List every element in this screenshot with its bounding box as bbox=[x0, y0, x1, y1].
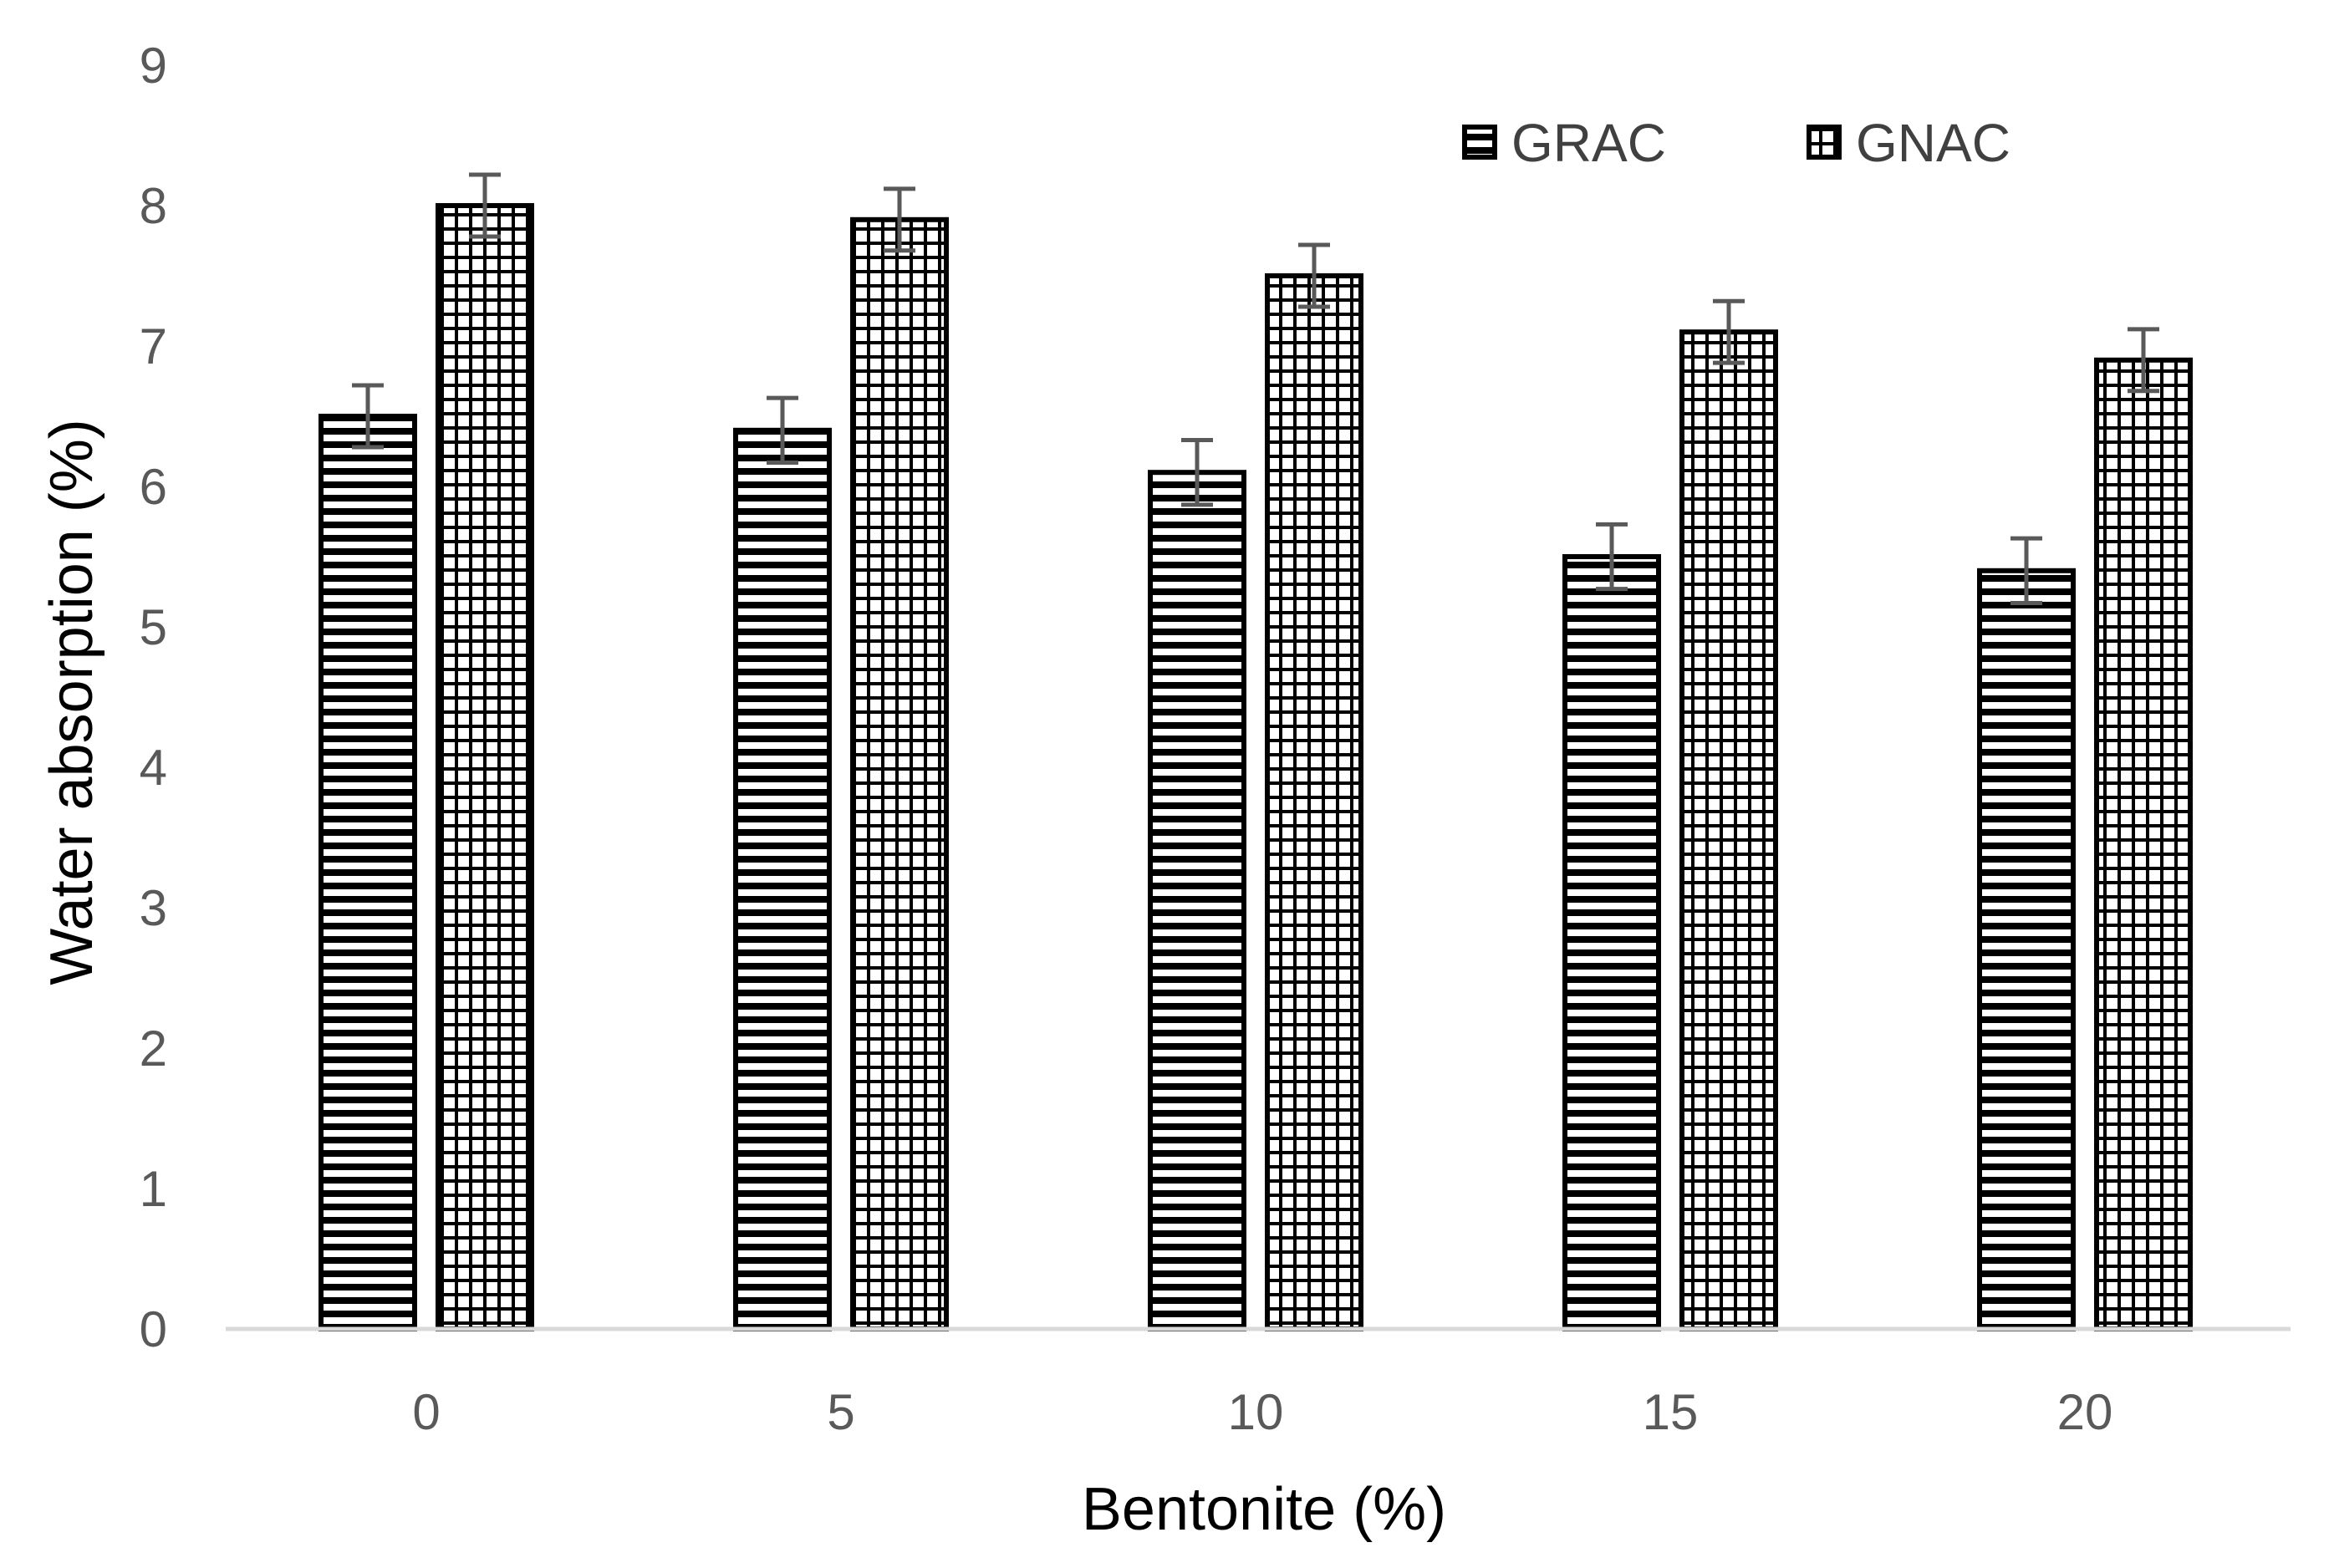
legend-label-gnac: GNAC bbox=[1856, 113, 2010, 173]
bar-gnac-10 bbox=[1265, 273, 1363, 1331]
x-tick-label: 10 bbox=[1228, 1384, 1284, 1440]
y-tick-label: 4 bbox=[140, 740, 167, 796]
bar-gnac-20 bbox=[2094, 357, 2193, 1331]
x-axis-ticks: 0 5 10 15 20 bbox=[412, 1384, 2112, 1440]
error-bar-gnac-15 bbox=[1713, 298, 1745, 365]
y-tick-label: 5 bbox=[140, 599, 167, 655]
bar-gnac-5 bbox=[850, 216, 949, 1331]
bar-grac-0 bbox=[319, 414, 417, 1331]
legend-swatch-gnac bbox=[1807, 125, 1842, 160]
error-bar-grac-20 bbox=[2010, 536, 2042, 605]
y-tick-label: 7 bbox=[140, 318, 167, 374]
error-bar-gnac-0 bbox=[469, 172, 501, 239]
legend-swatch-grac bbox=[1462, 125, 1497, 160]
error-bar-grac-0 bbox=[352, 383, 384, 450]
bar-gnac-0 bbox=[436, 203, 534, 1331]
y-tick-label: 6 bbox=[140, 459, 167, 515]
x-tick-label: 20 bbox=[2057, 1384, 2113, 1440]
bar-gnac-15 bbox=[1679, 329, 1778, 1332]
x-tick-label: 15 bbox=[1643, 1384, 1699, 1440]
x-axis-title: Bentonite (%) bbox=[1082, 1476, 1446, 1543]
bar-grac-20 bbox=[1977, 568, 2076, 1331]
error-bar-gnac-10 bbox=[1298, 242, 1330, 309]
error-bar-grac-5 bbox=[767, 395, 798, 465]
bar-grac-15 bbox=[1562, 554, 1661, 1331]
error-bar-grac-15 bbox=[1596, 522, 1628, 592]
legend-item-gnac: GNAC bbox=[1807, 113, 2010, 173]
y-tick-label: 0 bbox=[140, 1301, 167, 1357]
legend: GRAC GNAC bbox=[1462, 113, 2010, 173]
x-tick-label: 5 bbox=[827, 1384, 854, 1440]
error-bars bbox=[352, 172, 2159, 605]
y-tick-label: 9 bbox=[140, 38, 167, 94]
bar-grac-10 bbox=[1148, 470, 1246, 1332]
y-axis-ticks: 0 1 2 3 4 5 6 7 8 9 bbox=[140, 38, 167, 1357]
y-tick-label: 8 bbox=[140, 178, 167, 234]
legend-item-grac: GRAC bbox=[1462, 113, 1666, 173]
legend-label-grac: GRAC bbox=[1511, 113, 1666, 173]
y-tick-label: 2 bbox=[140, 1021, 167, 1077]
error-bar-gnac-20 bbox=[2128, 327, 2159, 394]
error-bar-gnac-5 bbox=[884, 186, 915, 253]
y-tick-label: 1 bbox=[140, 1161, 167, 1217]
bar-grac-5 bbox=[733, 427, 832, 1331]
y-tick-label: 3 bbox=[140, 880, 167, 936]
x-tick-label: 0 bbox=[412, 1384, 440, 1440]
error-bar-grac-10 bbox=[1181, 438, 1213, 507]
bars bbox=[319, 203, 2193, 1332]
y-axis-title: Water absorption (%) bbox=[38, 419, 105, 985]
